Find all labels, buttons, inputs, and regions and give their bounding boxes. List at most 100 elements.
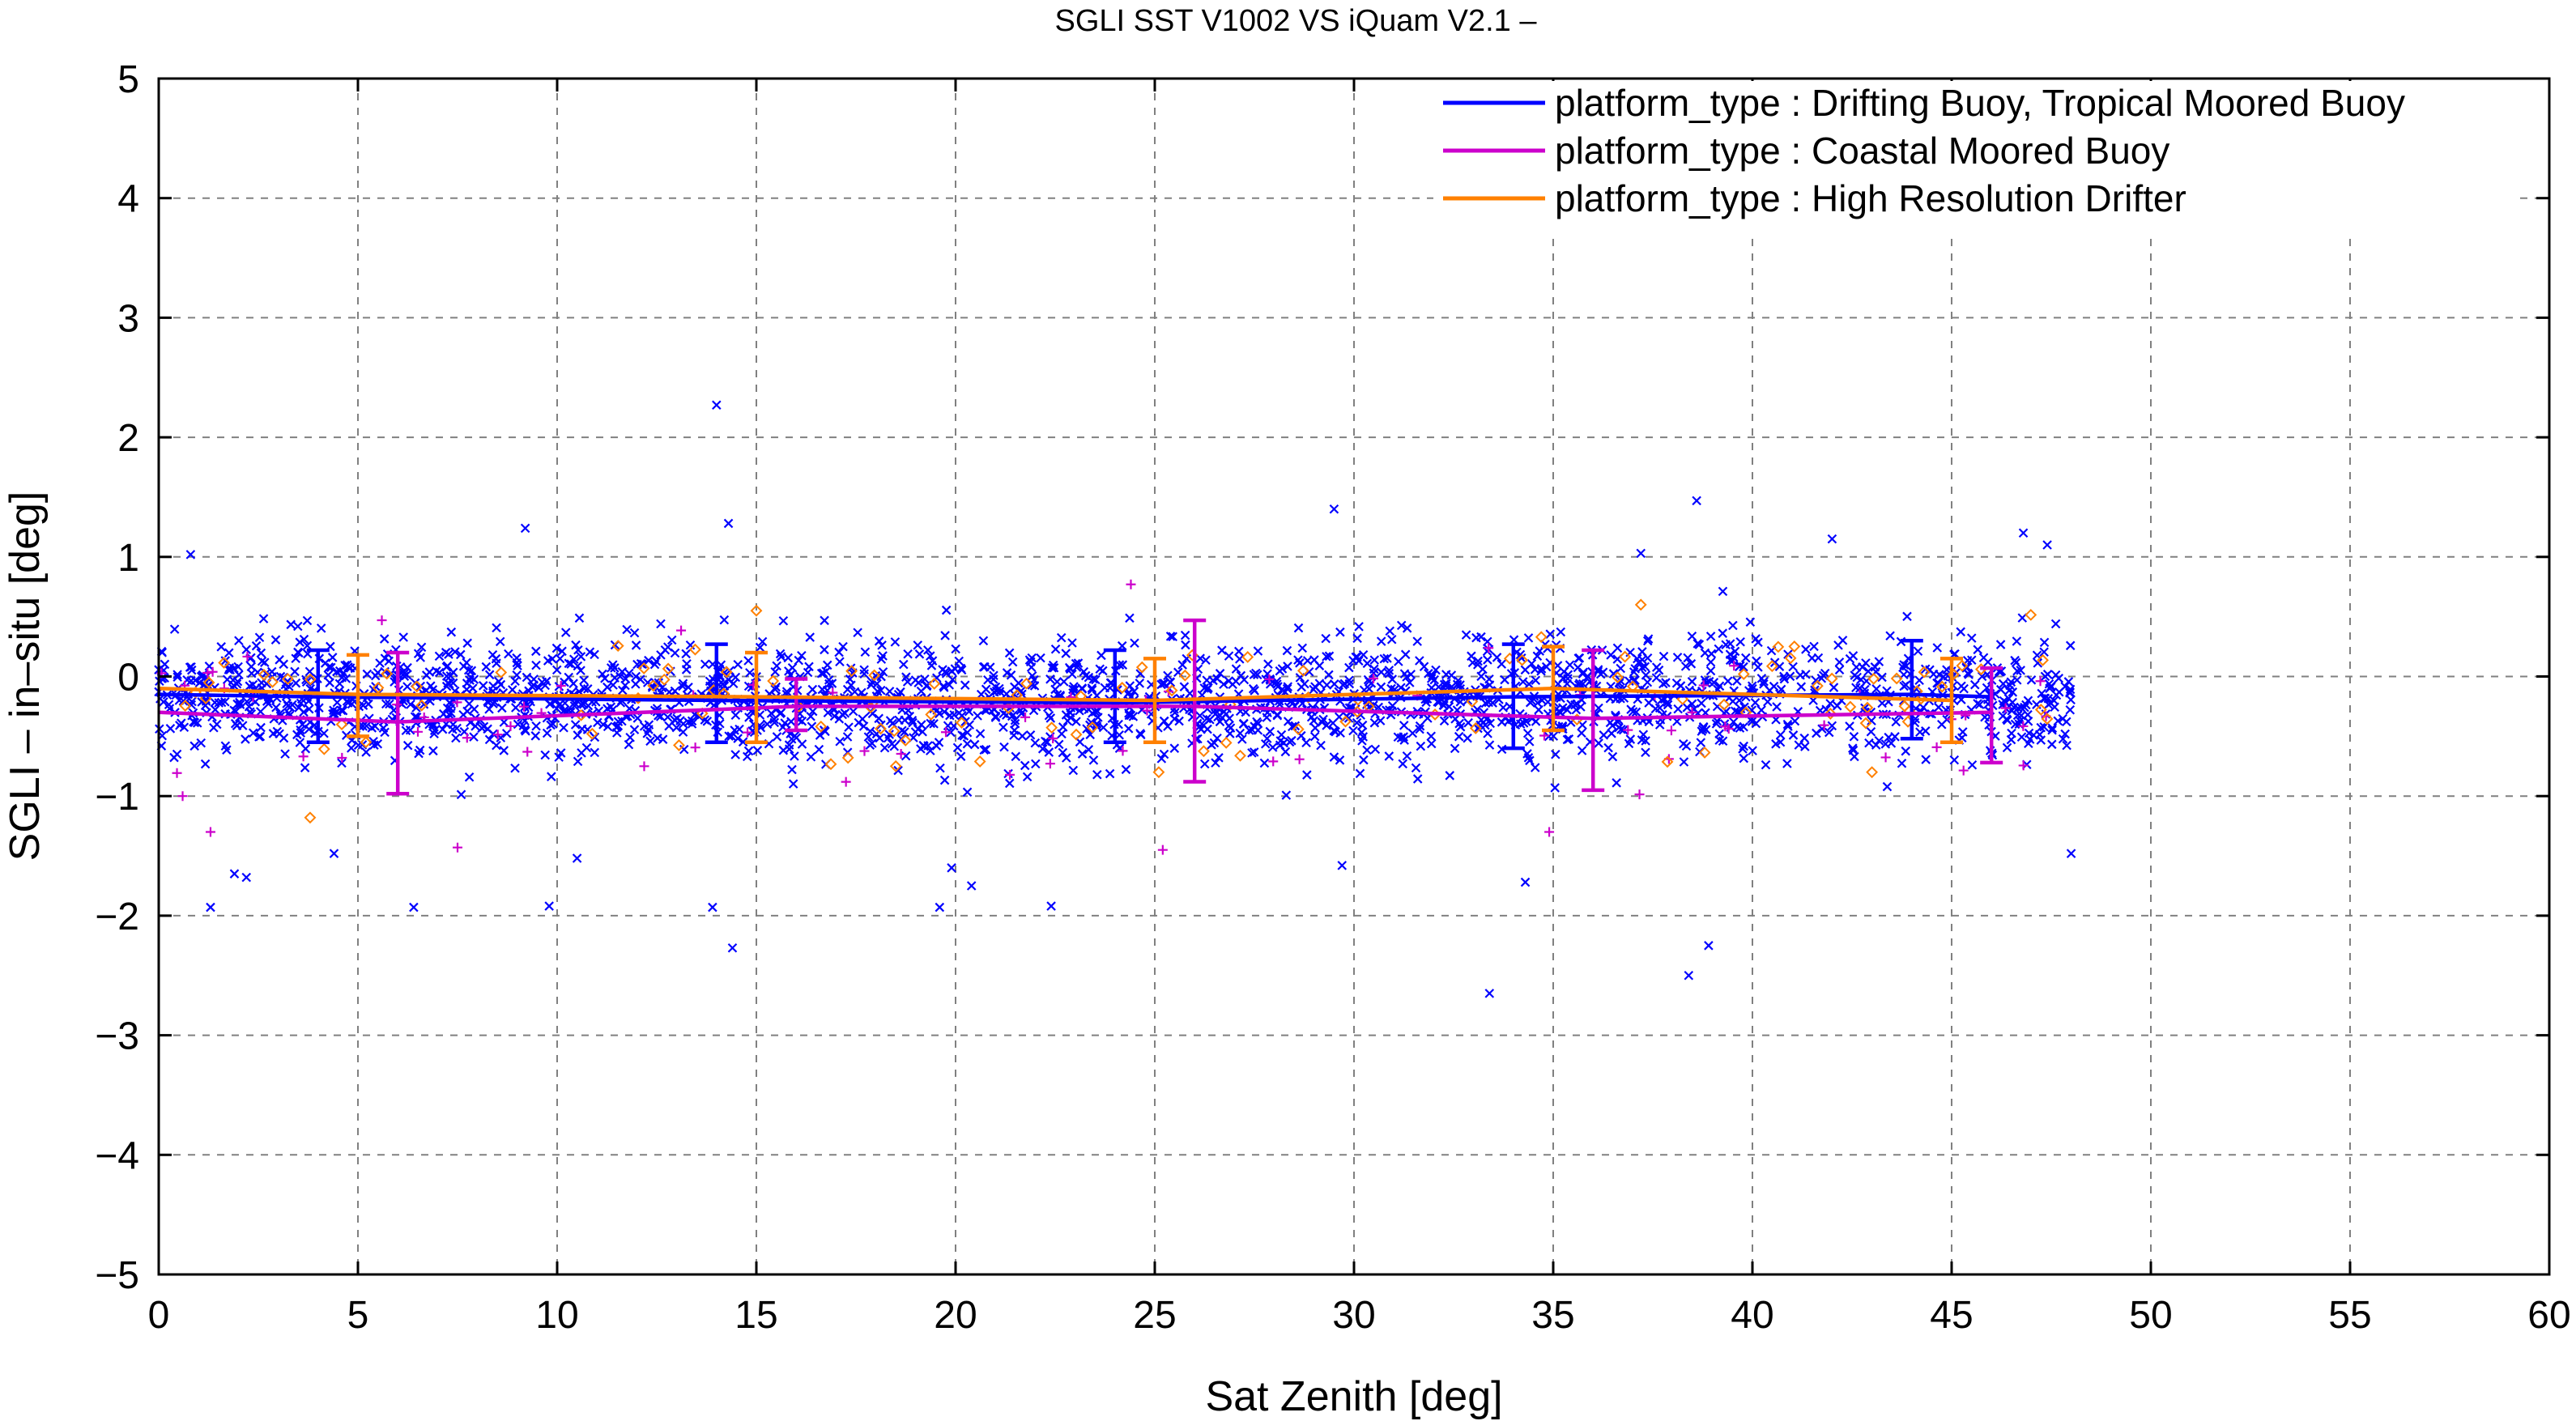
scatter-point — [372, 681, 385, 694]
scatter-point — [1217, 645, 1227, 655]
scatter-point — [2018, 760, 2029, 771]
scatter-point — [805, 632, 815, 642]
scatter-point — [1871, 684, 1881, 694]
scatter-point — [816, 668, 827, 679]
scatter-point — [1071, 717, 1081, 726]
scatter-point — [1473, 660, 1483, 670]
outlier-point — [889, 759, 902, 772]
scatter-point — [787, 764, 797, 775]
scatter-point — [1935, 680, 1948, 693]
scatter-point — [1335, 627, 1345, 637]
outlier-point — [572, 853, 582, 863]
scatter-point — [954, 656, 964, 666]
scatter-point — [743, 727, 753, 738]
scatter-point — [1135, 679, 1145, 688]
scatter-point — [1203, 683, 1213, 693]
scatter-point — [1211, 708, 1220, 719]
scatter-point — [1594, 738, 1603, 748]
scatter-point — [1466, 695, 1479, 708]
scatter-point — [1214, 753, 1224, 763]
scatter-point — [617, 685, 628, 696]
scatter-point — [1638, 730, 1649, 740]
scatter-point — [1387, 674, 1398, 684]
scatter-point — [1598, 667, 1608, 677]
scatter-point — [1640, 662, 1650, 672]
scatter-point — [644, 725, 654, 734]
scatter-point — [2002, 742, 2012, 753]
scatter-point — [301, 677, 312, 687]
scatter-point — [574, 613, 585, 623]
scatter-point — [1268, 756, 1279, 767]
scatter-point — [564, 658, 574, 669]
scatter-point — [1747, 717, 1757, 726]
outlier-point — [409, 902, 419, 913]
scatter-point — [1290, 721, 1301, 731]
scatter-point — [629, 628, 640, 638]
x-tick-label: 50 — [2129, 1294, 2172, 1337]
scatter-point — [1516, 653, 1529, 666]
scatter-point — [1067, 669, 1077, 679]
scatter-point — [1692, 639, 1703, 649]
scatter-point — [513, 661, 522, 670]
scatter-point — [1877, 698, 1887, 708]
scatter-point — [678, 727, 688, 737]
scatter-point — [1355, 768, 1365, 779]
scatter-point — [681, 649, 691, 659]
scatter-point — [1228, 679, 1237, 690]
scatter-point — [647, 679, 660, 692]
scatter-point — [2051, 690, 2062, 700]
scatter-point — [524, 686, 534, 696]
scatter-point — [1741, 653, 1751, 663]
scatter-point — [1328, 718, 1338, 728]
scatter-point — [700, 659, 710, 670]
scatter-point — [241, 734, 250, 744]
scatter-point — [835, 657, 845, 667]
x-tick-label: 60 — [2527, 1294, 2570, 1337]
scatter-point — [405, 725, 415, 735]
scatter-point — [874, 713, 884, 724]
scatter-point — [1998, 679, 2008, 689]
scatter-point — [1616, 724, 1626, 734]
scatter-point — [522, 672, 532, 683]
scatter-point — [913, 678, 923, 687]
scatter-point — [505, 721, 516, 731]
scatter-point — [530, 731, 541, 741]
scatter-point — [1637, 735, 1647, 745]
scatter-point — [1402, 751, 1412, 761]
outlier-point — [1046, 901, 1056, 911]
scatter-point — [1452, 679, 1463, 690]
scatter-point — [1759, 676, 1769, 687]
scatter-point — [874, 636, 884, 646]
scatter-point — [1882, 781, 1893, 792]
scatter-point — [1753, 662, 1763, 672]
scatter-point — [1084, 745, 1094, 755]
scatter-point — [456, 789, 466, 800]
scatter-point — [956, 665, 967, 675]
scatter-point — [743, 656, 753, 666]
scatter-point — [1718, 628, 1728, 638]
scatter-point — [1454, 731, 1464, 742]
scatter-point — [279, 659, 289, 670]
scatter-point — [1772, 702, 1782, 712]
scatter-point — [1969, 679, 1980, 690]
scatter-point — [1352, 717, 1362, 728]
scatter-point — [1637, 654, 1647, 665]
scatter-point — [1932, 643, 1943, 653]
scatter-point — [608, 660, 618, 670]
scatter-point — [1224, 651, 1234, 661]
scatter-point — [1431, 665, 1441, 675]
scatter-point — [557, 646, 567, 657]
scatter-point — [1370, 744, 1381, 755]
scatter-point — [2018, 721, 2029, 731]
scatter-point — [469, 704, 479, 714]
scatter-point — [1673, 704, 1683, 714]
scatter-point — [362, 669, 373, 679]
scatter-point — [622, 624, 632, 635]
y-axis-label: SGLI – in–situ [deg] — [2, 491, 49, 862]
scatter-point — [2039, 637, 2050, 648]
scatter-point — [1967, 759, 1978, 770]
scatter-point — [222, 674, 232, 685]
scatter-point — [645, 736, 655, 747]
scatter-point — [1399, 732, 1408, 742]
scatter-point — [1681, 741, 1692, 751]
